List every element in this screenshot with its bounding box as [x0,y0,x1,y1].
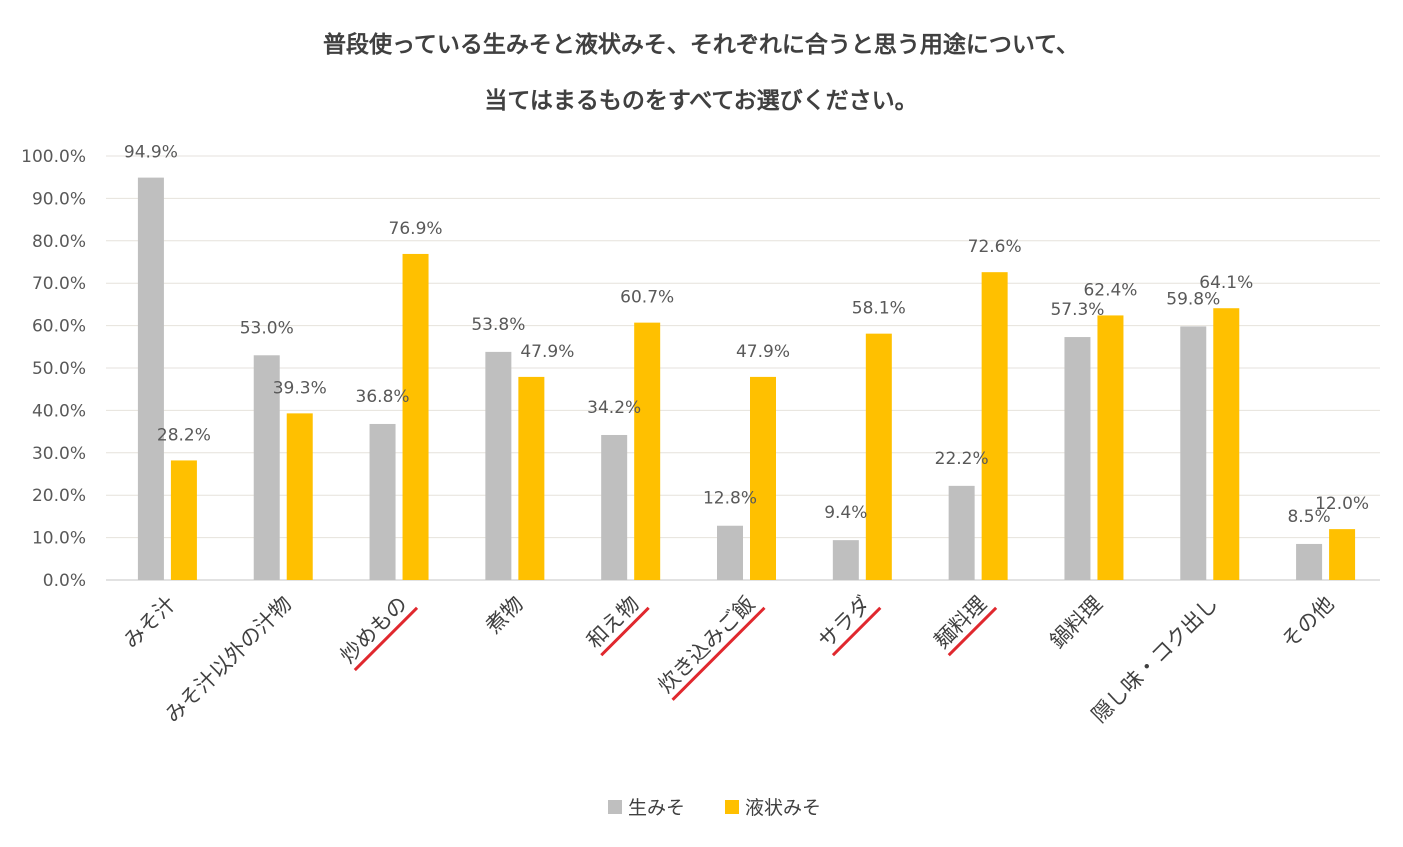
data-label-liquid-miso: 47.9% [736,342,790,362]
bar-raw-miso [137,177,164,580]
data-label-liquid-miso: 62.4% [1083,280,1137,300]
data-label-liquid-miso: 39.3% [273,378,327,398]
y-tick-label: 30.0% [32,444,86,464]
bar-liquid-miso [981,272,1008,580]
y-tick-label: 0.0% [43,571,86,591]
legend: 生みそ 液状みそ [608,797,821,819]
y-tick-label: 100.0% [21,147,86,167]
legend-swatch-raw-miso [608,800,622,814]
data-label-raw-miso: 34.2% [587,398,641,418]
data-label-raw-miso: 53.0% [240,318,294,338]
data-label-liquid-miso: 72.6% [968,237,1022,257]
data-label-raw-miso: 36.8% [356,387,410,407]
data-label-raw-miso: 8.5% [1287,507,1330,527]
category-label: みそ汁 [119,592,181,654]
data-label-liquid-miso: 60.7% [620,288,674,308]
data-label-raw-miso: 53.8% [471,315,525,335]
bar-raw-miso [1180,326,1207,580]
chart-title-line-1: 普段使っている生みそと液状みそ、それぞれに合うと思う用途について、 [323,31,1079,58]
data-label-liquid-miso: 76.9% [389,219,443,239]
legend-label-liquid-miso: 液状みそ [745,797,821,819]
category-label: 煮物 [481,592,528,639]
bar-raw-miso [948,485,975,580]
data-label-raw-miso: 9.4% [824,503,867,523]
highlight-underline [947,606,998,657]
bar-raw-miso [832,540,859,580]
category-label: 隠し味・コク出し [1087,592,1223,728]
category-label: みそ汁以外の汁物 [160,592,296,728]
y-tick-label: 10.0% [32,529,86,549]
category-label: 炒めもの [336,592,412,668]
data-label-raw-miso: 59.8% [1166,289,1220,309]
y-tick-label: 70.0% [32,274,86,294]
chart-title-line-2: 当てはまるものをすべてお選びください。 [484,88,917,114]
bar-liquid-miso [750,376,776,580]
bar-liquid-miso [634,322,661,580]
category-label: 鍋料理 [1045,592,1107,654]
y-tick-label: 80.0% [32,232,86,252]
category-label: その他 [1277,592,1339,654]
y-tick-label: 90.0% [32,189,86,209]
bar-raw-miso [601,434,628,580]
highlight-underline [671,606,766,701]
bar-raw-miso [1064,337,1091,580]
bar-raw-miso [369,423,396,580]
data-label-raw-miso: 22.2% [935,449,989,469]
y-tick-label: 60.0% [32,317,86,337]
data-label-raw-miso: 94.9% [124,143,178,163]
data-label-liquid-miso: 12.0% [1315,494,1369,514]
bar-liquid-miso [1213,308,1240,580]
bar-liquid-miso [518,376,545,580]
legend-swatch-liquid-miso [725,800,739,814]
bar-raw-miso [717,525,743,580]
data-label-liquid-miso: 28.2% [157,425,211,445]
bar-raw-miso [485,351,512,580]
y-tick-label: 20.0% [32,486,86,506]
bar-liquid-miso [286,413,313,580]
data-label-liquid-miso: 47.9% [520,342,574,362]
data-label-liquid-miso: 64.1% [1199,273,1253,293]
highlight-underline [600,606,650,657]
bar-liquid-miso [865,333,892,580]
bar-raw-miso [1296,543,1323,580]
bar-raw-miso [253,355,280,580]
bar-liquid-miso [1329,529,1356,580]
y-tick-label: 40.0% [32,401,86,421]
data-label-raw-miso: 12.8% [703,489,757,509]
bar-liquid-miso [1097,315,1124,580]
data-label-raw-miso: 57.3% [1050,300,1104,320]
category-label: 炊き込みご飯 [653,592,759,698]
highlight-underline [831,606,882,657]
bar-liquid-miso [170,460,197,580]
y-tick-label: 50.0% [32,359,86,379]
highlight-underline [353,606,419,672]
legend-label-raw-miso: 生みそ [628,797,685,819]
bar-liquid-miso [402,253,429,580]
data-label-liquid-miso: 58.1% [852,299,906,319]
